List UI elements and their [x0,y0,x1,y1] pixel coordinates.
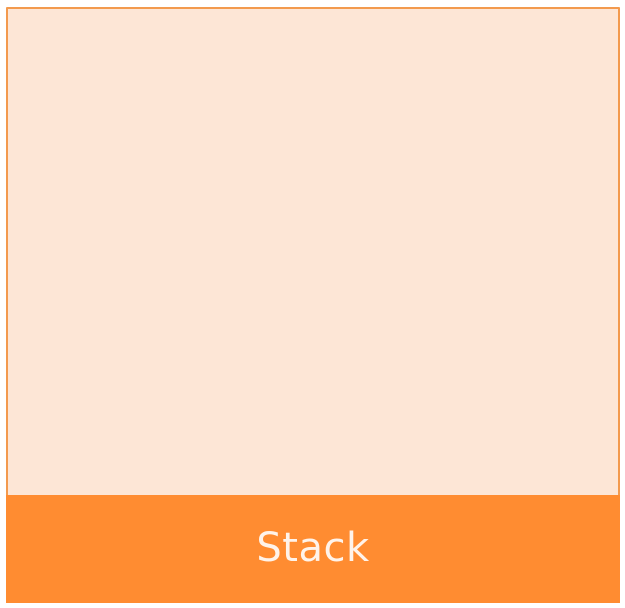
stack-body-area [8,9,618,495]
stack-label: Stack [256,525,370,571]
stack-footer-bar: Stack [6,495,620,603]
stack-container: Stack [6,7,620,603]
